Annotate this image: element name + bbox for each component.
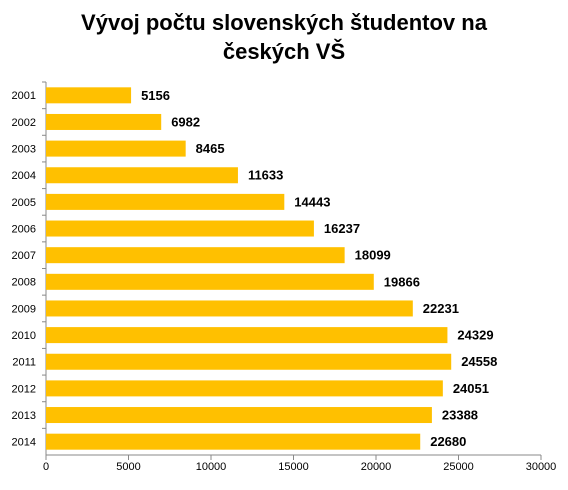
value-label: 18099 xyxy=(355,248,391,263)
bar xyxy=(46,220,314,237)
value-label: 22680 xyxy=(430,434,466,449)
bar xyxy=(46,380,443,397)
y-tick-label: 2007 xyxy=(12,250,36,262)
y-tick-label: 2006 xyxy=(12,223,36,235)
x-tick-label: 10000 xyxy=(196,461,227,473)
bar xyxy=(46,247,345,264)
x-tick-label: 20000 xyxy=(361,461,392,473)
bar xyxy=(46,407,432,424)
y-tick-label: 2008 xyxy=(12,277,36,289)
value-label: 8465 xyxy=(196,141,225,156)
y-tick-label: 2004 xyxy=(12,170,36,182)
y-tick-label: 2001 xyxy=(12,90,36,102)
bar xyxy=(46,327,448,344)
y-tick-label: 2014 xyxy=(12,437,36,449)
bar xyxy=(46,140,186,157)
bar xyxy=(46,300,413,317)
x-tick-label: 30000 xyxy=(526,461,557,473)
value-label: 24558 xyxy=(461,354,497,369)
y-tick-label: 2011 xyxy=(12,357,36,369)
chart-title: Vývoj počtu slovenských študentov na čes… xyxy=(81,10,487,64)
bar xyxy=(46,433,421,450)
value-label: 5156 xyxy=(141,88,170,103)
bar xyxy=(46,113,162,130)
value-label: 24051 xyxy=(453,381,489,396)
value-label: 19866 xyxy=(384,274,420,289)
y-tick-label: 2010 xyxy=(12,330,36,342)
x-tick-label: 25000 xyxy=(443,461,474,473)
bar xyxy=(46,193,285,210)
value-label: 16237 xyxy=(324,221,360,236)
bar xyxy=(46,273,374,290)
value-label: 14443 xyxy=(294,194,330,209)
y-tick-label: 2013 xyxy=(12,410,36,422)
y-tick-label: 2002 xyxy=(12,117,36,129)
y-tick-label: 2003 xyxy=(12,144,36,156)
x-tick-label: 15000 xyxy=(278,461,309,473)
value-label: 24329 xyxy=(457,328,493,343)
y-tick-label: 2009 xyxy=(12,303,36,315)
bar xyxy=(46,87,132,104)
x-tick-label: 0 xyxy=(43,461,49,473)
value-label: 11633 xyxy=(248,168,283,183)
x-tick-label: 5000 xyxy=(116,461,140,473)
bar xyxy=(46,353,452,370)
bar xyxy=(46,167,238,184)
y-tick-label: 2012 xyxy=(12,383,36,395)
value-label: 22231 xyxy=(423,301,459,316)
value-label: 23388 xyxy=(442,407,478,422)
value-label: 6982 xyxy=(171,114,200,129)
y-tick-label: 2005 xyxy=(12,197,36,209)
